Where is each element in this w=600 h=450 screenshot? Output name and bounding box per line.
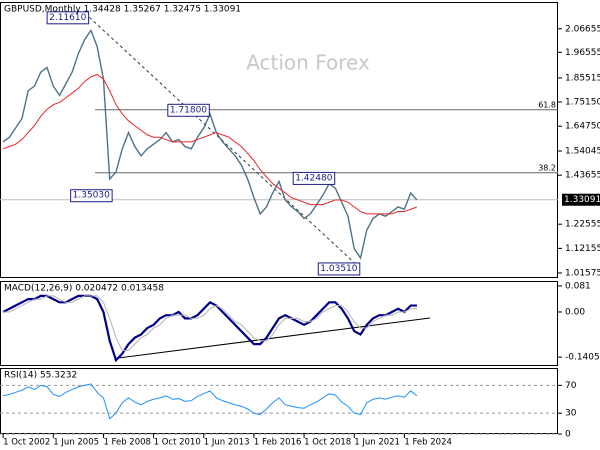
y-tick-label: 1.43655 [565,171,600,181]
trend-line [89,16,361,269]
y-tick-label: 1.54045 [565,147,600,157]
panel-title: GBPUSD,Monthly 1.34428 1.35267 1.32475 1… [4,5,241,15]
price-annotation: 1.71800 [170,105,207,115]
x-tick-label: 1 Feb 2016 [254,438,301,448]
y-tick-label: 30 [565,409,577,419]
x-tick-label: 1 Jun 2013 [204,438,250,448]
last-price-box [562,193,600,206]
series-line [2,73,418,215]
panel-frame [0,2,558,278]
annotation-box [317,262,361,276]
series-line [3,295,417,352]
x-tick-label: 1 Jun 2021 [354,438,400,448]
y-tick-label: 2.06655 [565,24,600,34]
series-line [3,383,418,420]
series-line [2,28,418,260]
panel-frame [0,368,558,434]
watermark: Action Forex [246,51,370,75]
y-tick-label: 1.12155 [565,244,600,254]
y-tick-label: 0.081 [565,281,591,291]
y-tick-label: 1.96555 [565,48,600,58]
x-tick-label: 1 Feb 2024 [404,438,452,448]
y-tick-label: 1.85515 [565,73,600,83]
x-tick-label: 1 Oct 2018 [304,438,351,448]
x-tick-label: 1 Jun 2005 [53,438,99,448]
y-tick-label: -0.140543 [565,353,600,363]
price-annotation: 1.35030 [73,191,110,201]
x-tick-label: 1 Feb 2008 [103,438,150,448]
x-tick-label: 1 Oct 2002 [3,438,50,448]
y-tick-label: 70 [565,381,577,391]
price-annotation: 1.42480 [295,173,332,183]
level-label: 38.2 [538,163,556,172]
series-line [2,294,417,363]
panel-title: RSI(14) 55.3232 [4,371,77,381]
y-tick-label: 1.22555 [565,220,600,230]
y-tick-label: 1.75150 [565,98,600,108]
annotation-box [292,171,336,185]
y-tick-label: 1.01575 [565,268,600,278]
y-tick-label: 1.64750 [565,122,600,132]
x-tick-label: 1 Oct 2010 [154,438,201,448]
price-annotation: 2.11610 [49,13,86,23]
annotation-box [167,103,210,117]
annotation-box [70,189,113,203]
last-price-label: 1.33091 [564,195,600,205]
y-tick-label: 0 [565,430,571,440]
panel-title: MACD(12,26,9) 0.020472 0.013458 [4,284,164,294]
price-annotation: 1.03510 [320,264,357,274]
annotation-box [46,11,90,25]
macd-trendline [117,317,431,359]
panel-frame [0,281,558,366]
level-label: 61.8 [538,100,556,109]
y-tick-label: 0.00 [565,307,585,317]
